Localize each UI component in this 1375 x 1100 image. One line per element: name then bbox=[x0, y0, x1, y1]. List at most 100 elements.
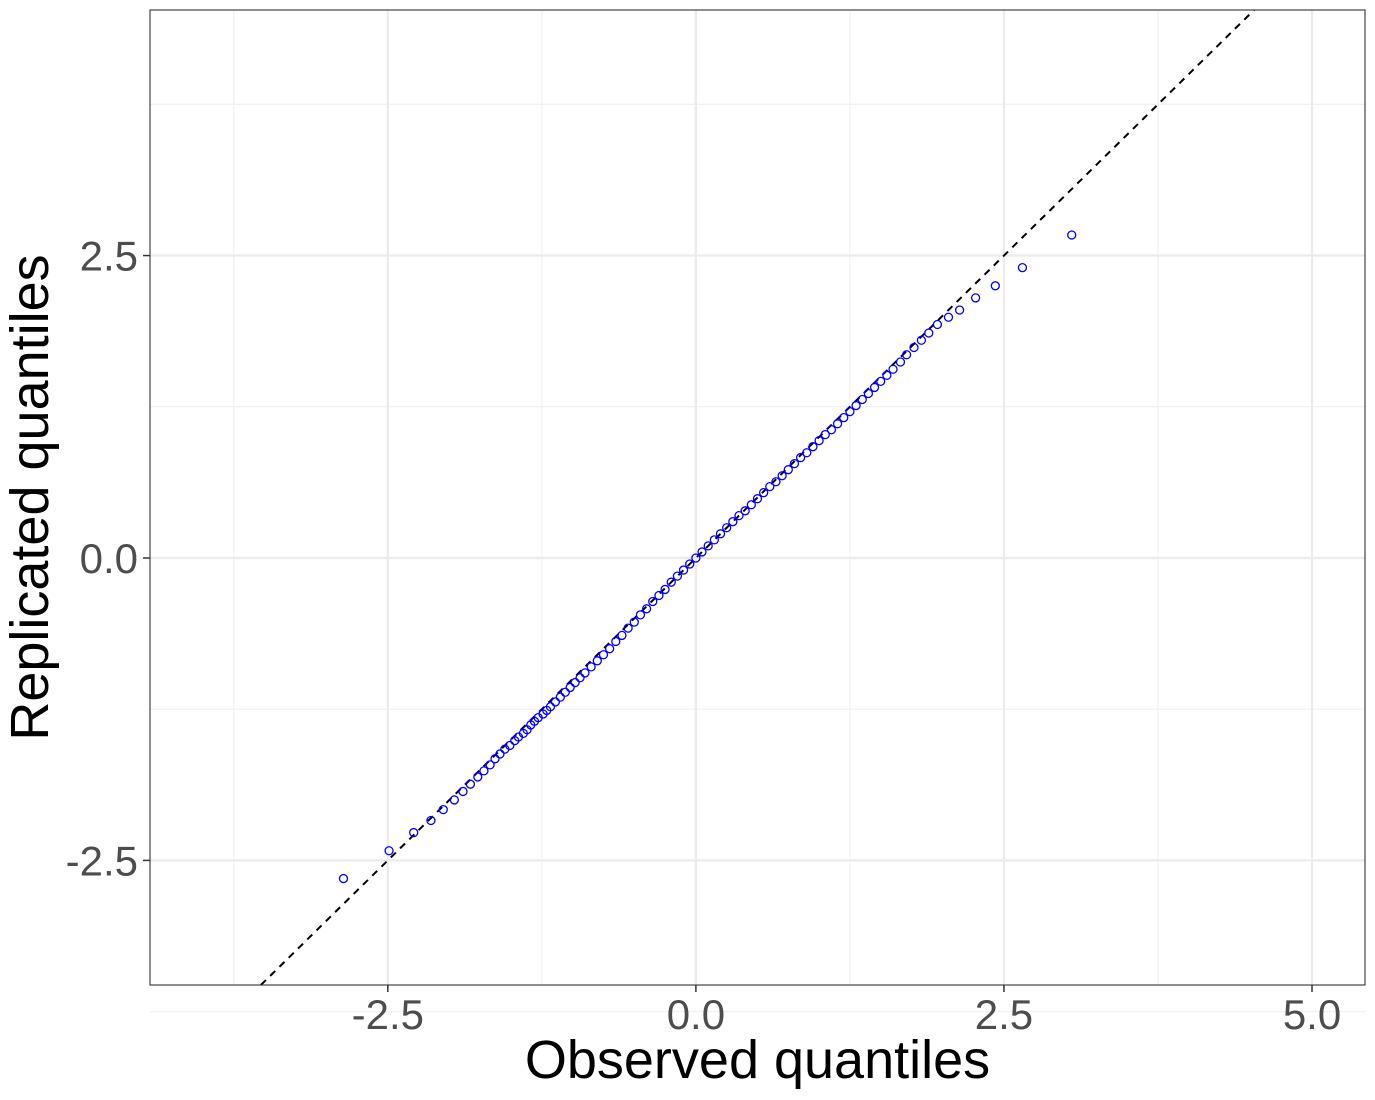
data-point bbox=[916, 335, 927, 345]
y-tick-label: 0.0 bbox=[80, 535, 138, 582]
data-point bbox=[777, 471, 787, 481]
plot-panel bbox=[149, 9, 1366, 1013]
data-point bbox=[715, 529, 726, 539]
data-point bbox=[932, 319, 943, 330]
data-point bbox=[839, 413, 849, 423]
data-point bbox=[654, 590, 664, 601]
data-point bbox=[808, 442, 818, 452]
major-grid bbox=[150, 10, 1365, 985]
data-point bbox=[458, 786, 468, 797]
data-point bbox=[888, 364, 898, 374]
data-point bbox=[672, 571, 683, 581]
data-point bbox=[550, 697, 561, 707]
data-point bbox=[820, 429, 830, 440]
data-point bbox=[924, 328, 934, 338]
data-point bbox=[709, 535, 720, 545]
data-point bbox=[954, 305, 965, 315]
data-point bbox=[691, 553, 701, 563]
data-point bbox=[678, 565, 689, 575]
data-point bbox=[869, 382, 880, 393]
data-point bbox=[697, 547, 707, 557]
data-point bbox=[485, 760, 495, 770]
data-point bbox=[473, 772, 483, 782]
data-point bbox=[449, 795, 460, 805]
y-axis-title: Replicated quantiles bbox=[0, 254, 60, 740]
data-point bbox=[943, 312, 954, 322]
data-point bbox=[734, 510, 744, 521]
data-point bbox=[752, 494, 763, 504]
y-tick-label: 2.5 bbox=[80, 233, 138, 280]
data-point bbox=[666, 577, 676, 587]
data-point bbox=[1067, 230, 1077, 240]
data-point bbox=[783, 465, 793, 475]
panel-border bbox=[149, 9, 1366, 986]
data-point bbox=[575, 673, 585, 683]
data-point bbox=[802, 448, 812, 458]
reference-line bbox=[260, 9, 1255, 986]
y-tick-label: -2.5 bbox=[66, 837, 138, 884]
data-point bbox=[876, 376, 886, 387]
data-point bbox=[490, 754, 500, 764]
data-point bbox=[426, 815, 436, 826]
data-point bbox=[565, 682, 575, 693]
x-tick-label: 2.5 bbox=[975, 991, 1033, 1038]
data-point bbox=[746, 500, 756, 510]
data-point bbox=[648, 596, 658, 607]
x-tick-label: 0.0 bbox=[667, 991, 725, 1038]
data-point bbox=[555, 692, 565, 702]
data-point bbox=[438, 804, 448, 815]
data-point bbox=[771, 477, 781, 487]
data-point bbox=[660, 584, 670, 595]
x-tick-label: -2.5 bbox=[352, 991, 424, 1038]
data-point bbox=[759, 488, 769, 498]
data-point bbox=[586, 662, 596, 672]
data-point bbox=[795, 452, 806, 463]
data-point bbox=[814, 435, 824, 446]
data-point bbox=[882, 370, 892, 380]
data-point bbox=[611, 636, 621, 647]
data-point bbox=[629, 617, 639, 627]
data-point bbox=[505, 740, 515, 751]
data-point bbox=[617, 630, 627, 641]
data-point bbox=[592, 656, 602, 666]
data-point bbox=[901, 350, 912, 360]
data-point bbox=[580, 668, 590, 678]
data-point bbox=[409, 827, 419, 838]
data-point bbox=[545, 702, 556, 712]
data-point bbox=[560, 687, 570, 697]
y-axis: -2.50.02.55.0 bbox=[66, 233, 150, 884]
data-point bbox=[765, 481, 775, 492]
data-point bbox=[604, 644, 615, 654]
x-axis: -2.5 0.0 2.5 5.0 bbox=[352, 985, 1341, 1038]
data-point bbox=[384, 846, 394, 856]
data-point bbox=[970, 293, 981, 303]
data-point bbox=[465, 779, 476, 789]
data-point bbox=[826, 425, 837, 435]
data-point bbox=[495, 749, 505, 759]
data-point bbox=[851, 400, 861, 411]
data-point bbox=[1017, 263, 1028, 273]
data-point bbox=[722, 523, 732, 533]
data-point bbox=[338, 873, 349, 884]
data-point bbox=[641, 604, 652, 614]
data-point bbox=[990, 281, 1000, 291]
data-point bbox=[857, 394, 867, 405]
data-point bbox=[479, 766, 489, 776]
x-axis-title: Observed quantiles bbox=[525, 1030, 990, 1090]
data-point bbox=[740, 506, 750, 516]
data-points bbox=[338, 230, 1077, 884]
data-point bbox=[895, 357, 906, 367]
data-point bbox=[635, 610, 646, 620]
x-tick-label: 5.0 bbox=[1283, 991, 1341, 1038]
data-point bbox=[832, 419, 843, 429]
data-point bbox=[789, 458, 800, 469]
data-point bbox=[570, 677, 580, 688]
data-point bbox=[623, 623, 633, 633]
minor-grid bbox=[150, 10, 1365, 1013]
data-point bbox=[685, 559, 695, 569]
data-point bbox=[909, 342, 919, 353]
data-point bbox=[845, 406, 855, 417]
data-point bbox=[863, 388, 874, 399]
data-point bbox=[598, 650, 609, 660]
